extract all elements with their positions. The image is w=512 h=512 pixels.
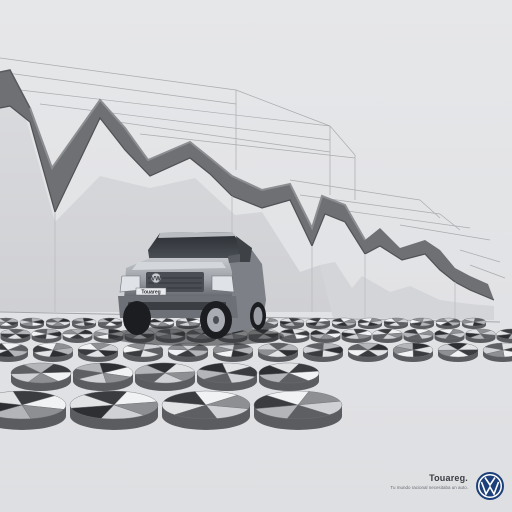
pie-disc <box>19 317 45 329</box>
pie-disc <box>212 342 254 362</box>
pie-disc <box>257 342 299 362</box>
pie-disc <box>10 362 72 391</box>
pie-disc <box>302 342 344 362</box>
pie-disc <box>279 317 305 329</box>
pie-disc <box>253 390 343 430</box>
pie-disc <box>0 317 19 329</box>
pie-disc <box>0 390 67 430</box>
wireframe-grid <box>0 57 506 279</box>
pie-disc <box>32 342 74 362</box>
pie-disc <box>403 328 434 343</box>
pie-disc <box>71 317 97 329</box>
svg-text:VW: VW <box>151 277 161 283</box>
pie-disc <box>482 342 512 362</box>
touareg-suv: VW Touareg <box>108 232 284 346</box>
pie-disc <box>45 317 71 329</box>
pie-disc <box>0 328 31 343</box>
pie-disc <box>72 362 134 391</box>
pie-disc <box>258 362 320 391</box>
pie-disc <box>305 317 331 329</box>
pie-disc <box>347 342 389 362</box>
pie-disc <box>77 342 119 362</box>
pie-disc <box>461 317 487 329</box>
pie-disc <box>435 317 461 329</box>
volkswagen-logo-icon <box>476 472 504 500</box>
pie-disc <box>437 342 479 362</box>
badge-plate-text: Touareg <box>141 290 160 296</box>
pie-disc <box>62 328 93 343</box>
pie-disc <box>196 362 258 391</box>
pie-disc <box>409 317 435 329</box>
pie-disc <box>331 317 357 329</box>
model-name: Touareg. <box>429 473 468 483</box>
pie-disc <box>465 328 496 343</box>
pie-disc <box>175 317 201 329</box>
pie-disc <box>69 390 159 430</box>
pie-disc <box>0 342 29 362</box>
tagline: Tu mundo racional necesitaba un auto. <box>390 485 468 490</box>
pie-disc <box>341 328 372 343</box>
pie-disc <box>372 328 403 343</box>
pie-disc <box>122 342 164 362</box>
pie-disc <box>31 328 62 343</box>
pie-disc <box>161 390 251 430</box>
pie-disc <box>383 317 409 329</box>
pie-disc <box>279 328 310 343</box>
pie-disc <box>97 317 123 329</box>
pie-disc <box>357 317 383 329</box>
pie-disc <box>310 328 341 343</box>
pie-disc <box>392 342 434 362</box>
pie-disc <box>134 362 196 391</box>
pie-disc <box>496 328 512 343</box>
pie-disc <box>434 328 465 343</box>
brand-text: Touareg. Tu mundo racional necesitaba un… <box>390 472 468 491</box>
